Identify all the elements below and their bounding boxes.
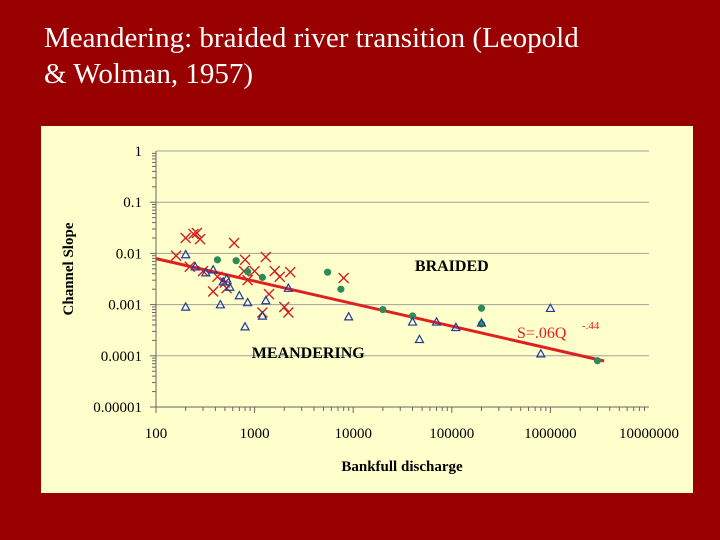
triangle-marker-point xyxy=(431,316,442,326)
x-tick-label: 100 xyxy=(145,426,168,442)
dot-marker-point xyxy=(477,304,486,312)
x-marker-point xyxy=(187,228,199,240)
triangle-marker-point xyxy=(242,297,253,307)
region-label: MEANDERING xyxy=(252,345,365,362)
annotation-layer: BRAIDED MEANDERING S=.06Q -.44 xyxy=(252,258,600,362)
triangle-marker-point xyxy=(283,282,294,292)
triangle-marker-point xyxy=(407,316,418,326)
dot-marker-point xyxy=(213,256,222,264)
triangle-marker-point xyxy=(200,267,211,277)
x-marker-point xyxy=(239,254,251,266)
data-point-layer xyxy=(170,227,602,365)
triangle-marker-point xyxy=(208,264,219,274)
triangle-marker-point xyxy=(257,310,268,320)
slide-title: Meandering: braided river transition (Le… xyxy=(44,20,684,92)
triangle-marker-point xyxy=(450,322,461,332)
triangle-marker-point xyxy=(180,249,191,259)
fit-equation-exponent: -.44 xyxy=(582,320,600,332)
x-marker-point xyxy=(282,307,294,319)
axis-layer xyxy=(150,151,649,413)
triangle-marker-point xyxy=(476,317,487,327)
triangle-marker-point xyxy=(215,299,226,309)
grid-layer xyxy=(156,150,649,408)
x-marker-point xyxy=(207,286,219,298)
x-marker-point xyxy=(197,265,209,277)
x-marker-point xyxy=(278,301,290,313)
x-tick-label: 1000 xyxy=(240,426,270,442)
dot-marker-point xyxy=(337,285,345,293)
slide-title-line-2: & Wolman, 1957) xyxy=(44,58,253,90)
triangle-marker-point xyxy=(240,321,251,331)
x-tick-label: 10000000 xyxy=(619,426,679,442)
fit-equation-label: S=.06Q xyxy=(517,325,567,342)
x-axis-title: Bankfull discharge xyxy=(341,459,463,475)
y-tick-label: 0.0001 xyxy=(101,349,142,365)
y-tick-label: 0.01 xyxy=(116,246,142,262)
dot-marker-point xyxy=(323,268,332,276)
x-tick-label: 1000000 xyxy=(524,426,577,442)
dot-marker-point xyxy=(593,357,602,365)
y-tick-label: 0.1 xyxy=(123,195,142,211)
triangle-marker-point xyxy=(545,302,556,313)
triangle-marker-point xyxy=(180,301,191,311)
y-axis-title: Channel Slope xyxy=(61,222,77,315)
triangle-marker-point xyxy=(234,290,245,300)
x-marker-point xyxy=(180,232,192,244)
x-marker-point xyxy=(338,272,350,284)
y-tick-label: 0.001 xyxy=(108,298,142,314)
triangle-marker-point xyxy=(343,311,354,321)
dot-marker-point xyxy=(379,305,387,314)
x-marker-point xyxy=(249,265,261,277)
x-marker-point xyxy=(191,227,203,239)
triangle-marker-point xyxy=(221,273,232,283)
y-tick-label: 0.00001 xyxy=(93,400,142,416)
triangle-marker-point xyxy=(535,348,546,358)
x-marker-point xyxy=(194,233,206,245)
triangle-marker-point xyxy=(260,295,271,305)
region-label: BRAIDED xyxy=(415,258,489,275)
y-tick-label: 1 xyxy=(135,144,143,160)
slide-title-line-1: Meandering: braided river transition (Le… xyxy=(44,22,579,54)
x-tick-label: 10000 xyxy=(334,426,372,442)
triangle-marker-point xyxy=(224,281,235,291)
triangle-marker-point xyxy=(414,334,425,344)
dot-marker-point xyxy=(408,312,417,320)
x-marker-point xyxy=(170,250,182,262)
chart-panel: 1 0.1 0.01 0.001 0.0001 0.00001 100 1000 10000 10… xyxy=(41,126,693,493)
x-marker-point xyxy=(284,266,296,278)
triangle-marker-point xyxy=(218,276,229,286)
x-marker-point xyxy=(228,237,240,249)
dot-marker-point xyxy=(258,273,267,281)
x-marker-point xyxy=(260,251,272,263)
triangle-marker-point xyxy=(190,261,201,271)
x-marker-point xyxy=(274,271,286,283)
dot-marker-point xyxy=(232,257,240,265)
x-tick-label: 100000 xyxy=(429,426,474,442)
x-marker-point xyxy=(242,274,254,286)
dot-marker-point xyxy=(244,268,252,276)
